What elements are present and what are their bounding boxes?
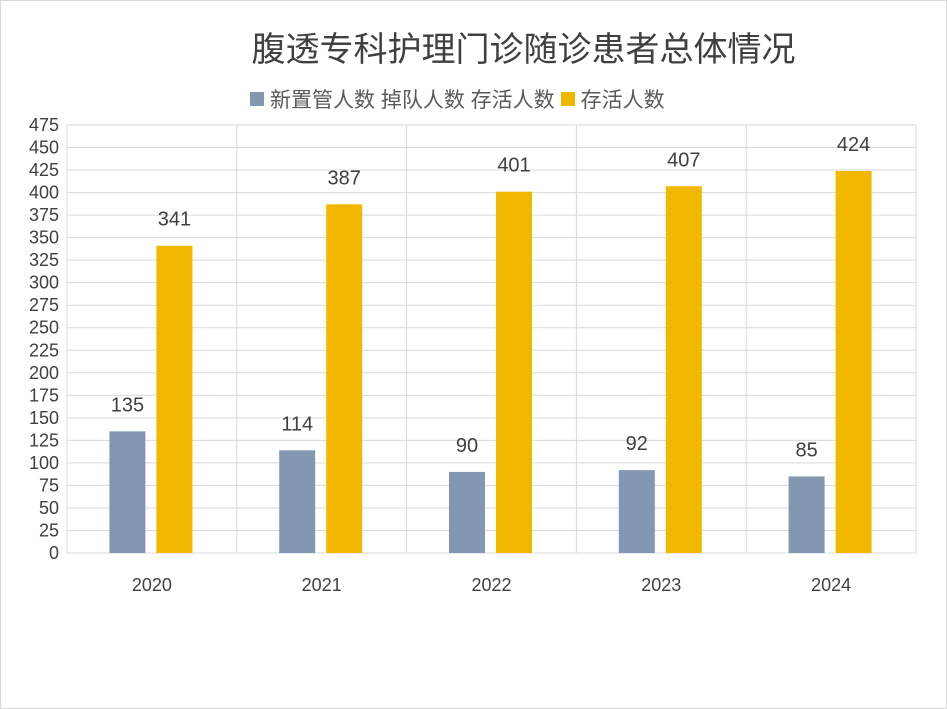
data-label: 387 (328, 167, 361, 189)
x-tick-label: 2021 (302, 575, 342, 595)
data-label: 92 (626, 433, 648, 455)
legend-label-series-1: 新置管人数 掉队人数 存活人数 (270, 89, 555, 112)
y-tick-label: 50 (39, 498, 59, 518)
y-tick-label: 150 (29, 408, 59, 428)
data-label: 341 (158, 209, 191, 231)
x-tick-label: 2024 (811, 575, 851, 595)
bar-series-2 (156, 245, 193, 553)
legend-item-series-2: 存活人数 (560, 84, 665, 114)
y-tick-label: 300 (29, 273, 59, 293)
y-tick-label: 100 (29, 453, 59, 473)
legend-label-series-2: 存活人数 (580, 89, 665, 112)
data-label: 90 (456, 435, 478, 457)
bar-series-2 (665, 186, 702, 553)
bar-series-2 (326, 204, 363, 553)
y-tick-label: 375 (29, 205, 59, 225)
data-label: 424 (837, 134, 870, 156)
legend-swatch-series-1 (250, 92, 264, 106)
bar-series-2 (496, 191, 532, 553)
y-tick-label: 175 (29, 385, 59, 405)
y-tick-label: 250 (29, 318, 59, 338)
y-tick-label: 25 (39, 520, 59, 540)
legend-item-series-1: 新置管人数 掉队人数 存活人数 (250, 84, 555, 114)
y-tick-label: 400 (29, 183, 59, 203)
y-tick-label: 475 (29, 115, 59, 135)
data-label: 401 (497, 155, 530, 177)
x-tick-label: 2022 (471, 575, 511, 595)
bar-series-1 (449, 471, 485, 553)
x-tick-label: 2020 (132, 575, 172, 595)
y-tick-label: 425 (29, 160, 59, 180)
y-tick-label: 0 (49, 543, 59, 563)
data-label: 135 (111, 394, 144, 416)
bar-series-2 (835, 170, 872, 554)
bar-series-1 (279, 450, 316, 553)
y-tick-label: 325 (29, 250, 59, 270)
y-tick-label: 200 (29, 363, 59, 383)
bar-series-1 (618, 470, 655, 553)
chart-title: 腹透专科护理门诊随诊患者总体情况 (251, 30, 796, 70)
bar-series-1 (109, 431, 146, 553)
bar-series-1 (788, 476, 825, 553)
y-tick-label: 350 (29, 228, 59, 248)
data-label: 114 (281, 413, 313, 435)
y-tick-label: 125 (29, 430, 59, 450)
y-tick-label: 275 (29, 295, 59, 315)
y-tick-label: 225 (29, 340, 59, 360)
y-tick-label: 75 (39, 475, 59, 495)
data-label: 407 (667, 149, 700, 171)
data-label: 85 (795, 439, 817, 461)
legend: 新置管人数 掉队人数 存活人数 存活人数 (250, 84, 671, 114)
x-tick-label: 2023 (641, 575, 681, 595)
legend-swatch-series-2 (560, 92, 575, 106)
y-tick-label: 450 (29, 138, 59, 158)
